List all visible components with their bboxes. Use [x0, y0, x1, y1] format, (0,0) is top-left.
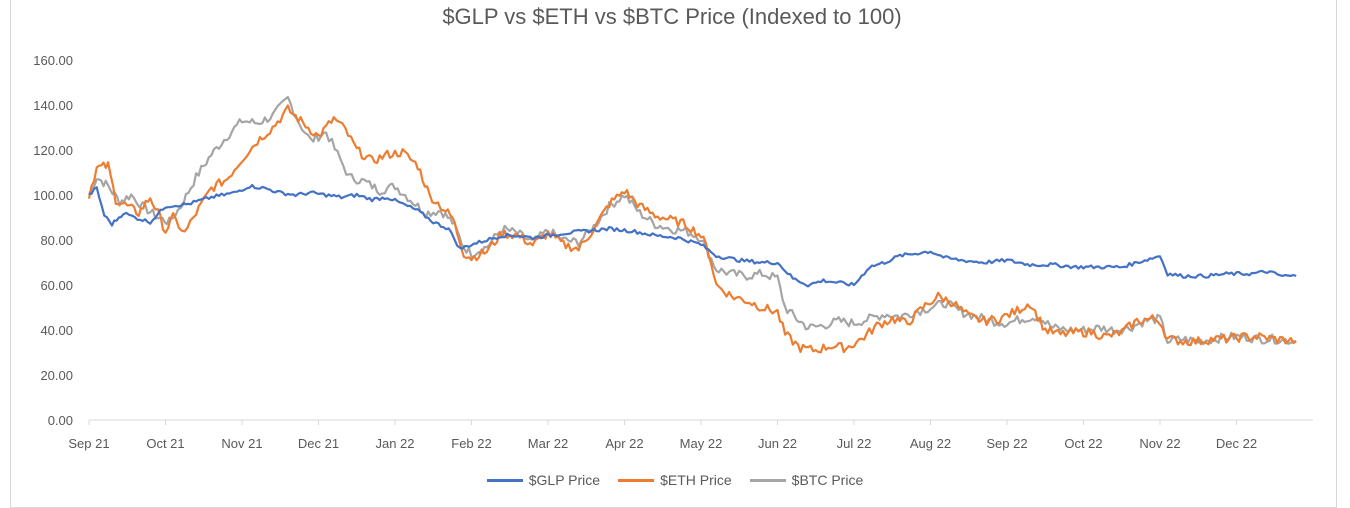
- x-tick-label: Jan 22: [375, 436, 414, 451]
- legend-item-eth: $ETH Price: [618, 472, 732, 488]
- legend-item-glp: $GLP Price: [486, 472, 601, 488]
- series-line-glpprice: [88, 183, 1297, 288]
- y-axis-ticks: 0.00 20.00 40.00 60.00 80.00 100.00 120.00 140.…: [33, 53, 73, 428]
- x-tick-label: May 22: [680, 436, 723, 451]
- y-tick-label: 20.00: [40, 368, 73, 383]
- chart-title: $GLP vs $ETH vs $BTC Price (Indexed to 1…: [442, 4, 902, 29]
- x-tick-label: Nov 21: [221, 436, 262, 451]
- y-tick-label: 100.00: [33, 188, 73, 203]
- y-tick-label: 140.00: [33, 98, 73, 113]
- x-axis-ticks: Sep 21 Oct 21 Nov 21 Dec 21 Jan 22 Feb 22 Mar …: [68, 420, 1257, 451]
- legend-swatch-btc: [749, 478, 786, 482]
- legend-label-glp: $GLP Price: [528, 472, 601, 488]
- legend: $GLP Price $ETH Price $BTC Price: [0, 472, 1350, 488]
- y-tick-label: 80.00: [40, 233, 73, 248]
- y-tick-label: 160.00: [33, 53, 73, 68]
- x-tick-label: Nov 22: [1139, 436, 1180, 451]
- x-tick-label: Oct 21: [146, 436, 184, 451]
- legend-label-btc: $BTC Price: [791, 472, 864, 488]
- x-tick-label: Jul 22: [837, 436, 872, 451]
- y-tick-label: 60.00: [40, 278, 73, 293]
- legend-swatch-glp: [486, 478, 523, 482]
- y-tick-label: 120.00: [33, 143, 73, 158]
- x-tick-label: Sep 21: [68, 436, 109, 451]
- legend-item-btc: $BTC Price: [749, 472, 864, 488]
- legend-label-eth: $ETH Price: [660, 472, 732, 488]
- x-tick-label: Dec 21: [298, 436, 339, 451]
- x-tick-label: Feb 22: [451, 436, 491, 451]
- legend-swatch-eth: [618, 478, 655, 482]
- y-tick-label: 0.00: [48, 413, 73, 428]
- y-tick-label: 40.00: [40, 323, 73, 338]
- x-tick-label: Aug 22: [910, 436, 951, 451]
- x-tick-label: Oct 22: [1064, 436, 1102, 451]
- series-line-ethprice: [87, 104, 1297, 354]
- x-tick-label: Sep 22: [986, 436, 1027, 451]
- x-tick-label: Jun 22: [758, 436, 797, 451]
- x-tick-label: Mar 22: [528, 436, 568, 451]
- x-tick-label: Apr 22: [605, 436, 643, 451]
- x-tick-label: Dec 22: [1216, 436, 1257, 451]
- series-lines: [87, 95, 1297, 354]
